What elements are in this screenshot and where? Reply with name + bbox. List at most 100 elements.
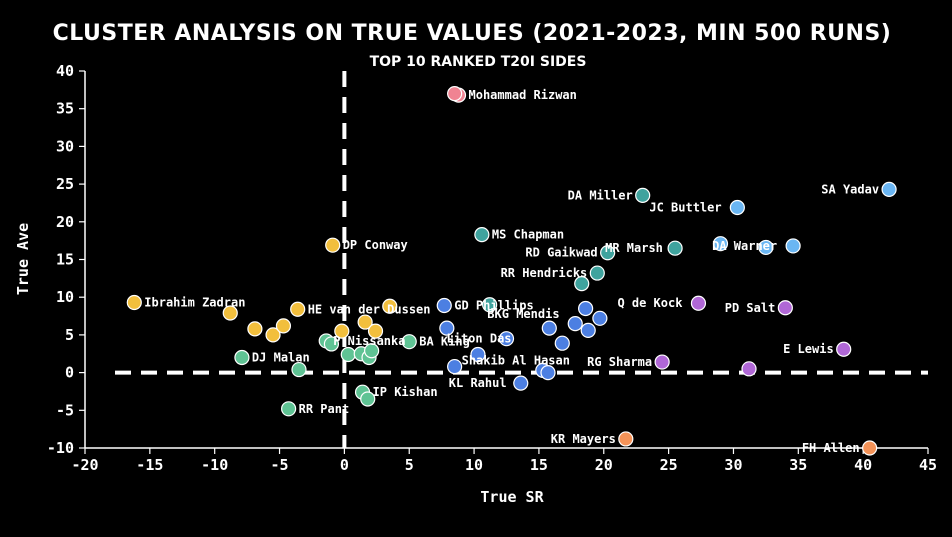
- point-label: DJ Malan: [252, 351, 310, 365]
- data-point-yellow: [290, 301, 306, 317]
- data-point-teal: [482, 297, 498, 313]
- x-tick-label: 30: [724, 456, 742, 474]
- data-point-green: [323, 336, 340, 352]
- point-label: KL Rahul: [449, 376, 507, 390]
- point-label: BA King: [419, 335, 470, 349]
- data-point-purple: [690, 295, 707, 311]
- point-label: DP Conway: [343, 238, 408, 252]
- data-point-orange: [862, 440, 878, 456]
- point-label: MS Chapman: [492, 228, 564, 242]
- data-point-blue: [439, 320, 455, 336]
- point-label: P Nissanka: [333, 334, 405, 348]
- data-point-teal: [589, 265, 605, 281]
- axes-layer: -20 -15 -10 -5 0 5 10 15 20 25 30 35 40 45 -10 -5 0 5 10 15…: [47, 62, 937, 474]
- y-tick-label: 0: [65, 364, 74, 382]
- x-tick-label: 40: [854, 456, 872, 474]
- data-point-teal: [574, 276, 590, 292]
- data-point-yellow: [325, 237, 341, 253]
- x-tick-label: 20: [595, 456, 613, 474]
- point-label: Q de Kock: [617, 296, 683, 310]
- point-label: SA Yadav: [821, 182, 879, 196]
- data-point-blue: [580, 322, 596, 338]
- x-tick-label: 25: [660, 456, 678, 474]
- data-point-yellow: [247, 321, 263, 337]
- data-point-green: [360, 391, 376, 407]
- data-point-yellow: [265, 327, 281, 343]
- data-point-purple: [777, 300, 793, 316]
- data-point-blue: [578, 300, 594, 317]
- data-point-blue: [436, 297, 452, 314]
- y-tick-label: 25: [56, 175, 74, 193]
- point-labels-layer: Mohammad Rizwan Ibrahim Zadran HE van der …: [144, 88, 879, 455]
- y-tick-label: -5: [56, 401, 74, 419]
- data-point-green: [281, 401, 297, 417]
- data-point-teal: [600, 245, 616, 261]
- y-tick-label: 20: [56, 213, 74, 231]
- data-point-blue: [541, 320, 557, 336]
- y-tick-label: 30: [56, 137, 74, 155]
- data-point-orange: [618, 431, 634, 447]
- x-tick-label: 10: [465, 456, 483, 474]
- data-point-green: [340, 346, 356, 363]
- reference-lines: [115, 71, 928, 448]
- x-tick-label: 0: [340, 456, 349, 474]
- data-point-blue: [447, 358, 463, 375]
- data-point-teal: [635, 187, 651, 204]
- y-tick-label: 35: [56, 100, 74, 118]
- point-label: GD Phillips: [454, 298, 533, 312]
- chart-subtitle: TOP 10 RANKED T20I SIDES: [370, 54, 587, 70]
- point-label: RG Sharma: [587, 355, 652, 369]
- data-point-lightblue: [881, 181, 897, 197]
- point-label: KR Mayers: [551, 432, 616, 446]
- data-point-green: [234, 349, 250, 366]
- x-tick-label: -20: [71, 456, 98, 474]
- data-point-pink: [447, 86, 463, 102]
- point-label: JC Buttler: [649, 200, 721, 214]
- point-label: RR Hendricks: [501, 266, 588, 280]
- chart-title: CLUSTER ANALYSIS ON TRUE VALUES (2021-20…: [53, 21, 892, 46]
- x-tick-label: -5: [271, 456, 289, 474]
- data-point-lightblue: [712, 236, 729, 252]
- data-point-lightblue: [785, 238, 801, 254]
- data-point-teal: [667, 240, 683, 256]
- data-point-blue: [513, 375, 529, 391]
- data-point-blue: [498, 331, 515, 347]
- data-point-green: [291, 361, 307, 378]
- data-point-green: [401, 334, 417, 350]
- data-point-purple: [654, 354, 670, 370]
- data-point-yellow: [367, 323, 384, 339]
- data-point-yellow: [382, 298, 398, 314]
- y-tick-label: 10: [56, 288, 74, 306]
- point-label: RR Pant: [299, 402, 350, 416]
- point-label: Shakib Al Hasan: [462, 354, 570, 368]
- data-point-blue: [554, 335, 570, 351]
- point-label: RD Gaikwad: [525, 246, 597, 260]
- y-axis-label: True Ave: [14, 223, 32, 295]
- data-point-yellow: [357, 314, 373, 330]
- point-label: FH Allen: [802, 441, 860, 455]
- x-tick-label: 45: [919, 456, 937, 474]
- points-layer: [126, 86, 897, 456]
- point-label: HE van der Dussen: [308, 302, 431, 316]
- y-tick-label: 5: [65, 326, 74, 344]
- data-point-purple: [836, 341, 852, 357]
- x-tick-label: -10: [201, 456, 228, 474]
- point-label: E Lewis: [783, 342, 834, 356]
- data-point-yellow: [222, 305, 238, 321]
- point-label: PD Salt: [725, 301, 776, 315]
- data-point-lightblue: [758, 239, 774, 256]
- data-point-purple: [741, 361, 757, 377]
- y-tick-label: 40: [56, 62, 74, 80]
- data-point-blue: [540, 365, 556, 381]
- y-tick-label: 15: [56, 251, 74, 269]
- point-label: Ibrahim Zadran: [144, 295, 245, 309]
- data-point-blue: [592, 310, 608, 326]
- data-point-yellow: [275, 318, 292, 334]
- x-tick-label: -15: [136, 456, 163, 474]
- point-label: BKG Mendis: [487, 307, 559, 321]
- point-label: IP Kishan: [373, 385, 438, 399]
- data-point-lightblue: [729, 199, 745, 216]
- data-point-teal: [474, 227, 490, 243]
- data-point-green: [364, 343, 380, 359]
